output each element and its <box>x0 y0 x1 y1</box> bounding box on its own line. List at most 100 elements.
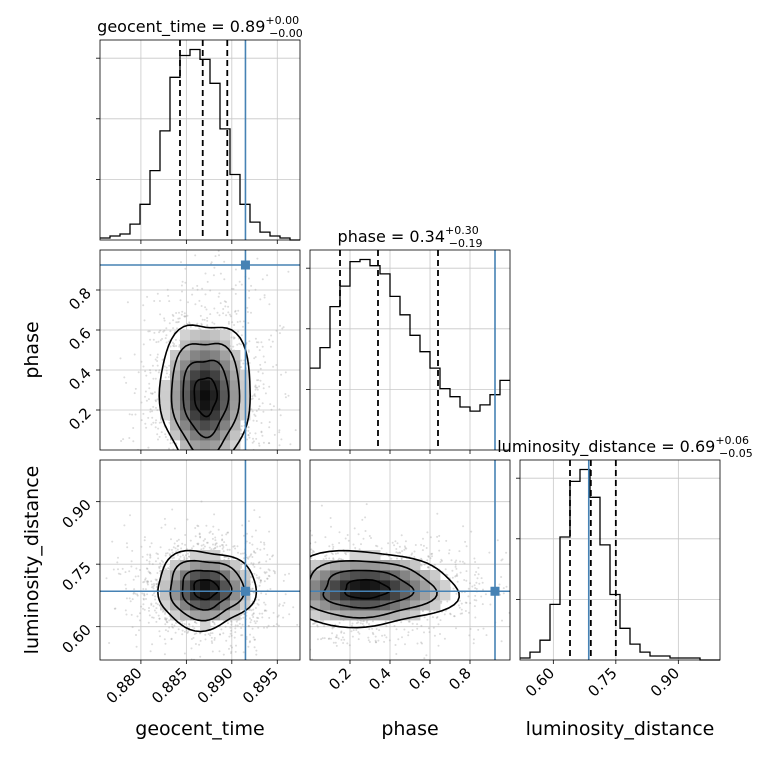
sample-point <box>307 588 309 590</box>
sample-point <box>376 545 379 548</box>
sample-point <box>258 442 260 445</box>
sample-point <box>331 543 334 546</box>
sample-point <box>170 548 173 551</box>
sample-point <box>254 415 257 417</box>
sample-point <box>260 430 263 433</box>
sample-point <box>225 314 228 317</box>
sample-point <box>263 296 266 299</box>
density-cell <box>180 360 191 371</box>
sample-point <box>187 301 189 304</box>
sample-point <box>193 451 195 453</box>
sample-point <box>170 638 173 641</box>
sample-point <box>210 640 213 643</box>
sample-point <box>246 311 249 313</box>
density-cell <box>170 370 181 381</box>
sample-point <box>346 534 349 536</box>
sample-point <box>228 548 231 551</box>
sample-point <box>429 557 432 560</box>
sample-point <box>278 603 281 606</box>
sample-point <box>256 346 259 348</box>
sample-point <box>153 300 156 302</box>
sample-point <box>211 632 214 635</box>
sample-point <box>280 438 283 441</box>
density-cell <box>230 380 241 391</box>
sample-point <box>343 638 346 641</box>
sample-point <box>403 548 406 551</box>
sample-point <box>149 553 152 556</box>
density-cell <box>190 600 201 611</box>
sample-point <box>206 453 208 455</box>
sample-point <box>199 639 202 642</box>
sample-point <box>155 611 158 614</box>
joint-panel-phase-vs-luminosity_distance <box>306 459 548 661</box>
sample-point <box>253 457 255 459</box>
sample-point <box>227 322 230 325</box>
sample-point <box>238 342 241 345</box>
sample-point <box>263 601 266 604</box>
sample-point <box>331 627 334 630</box>
sample-point <box>184 543 187 546</box>
sample-point <box>446 600 449 603</box>
sample-point <box>136 615 139 618</box>
density-cell <box>220 420 231 431</box>
density-cell <box>310 590 321 601</box>
sample-point <box>425 547 428 549</box>
density-cell <box>170 590 181 601</box>
sample-point <box>146 454 148 456</box>
sample-point <box>316 625 319 628</box>
sample-point <box>131 598 134 601</box>
sample-point <box>325 554 328 557</box>
sample-point <box>246 438 249 441</box>
sample-point <box>119 573 122 576</box>
sample-point <box>254 622 257 625</box>
sample-point <box>263 547 266 550</box>
sample-point <box>364 516 367 519</box>
sample-point <box>159 546 162 549</box>
sample-point <box>234 453 236 455</box>
sample-point <box>217 528 220 531</box>
sample-point <box>287 394 290 397</box>
sample-point <box>268 569 271 572</box>
sample-point <box>257 577 260 580</box>
sample-point <box>233 545 236 547</box>
density-cell <box>210 600 221 611</box>
sample-point <box>159 562 162 565</box>
sample-point <box>253 551 256 554</box>
sample-point <box>166 288 169 291</box>
sample-point <box>181 280 184 283</box>
sample-point <box>261 402 264 405</box>
sample-point <box>370 537 372 539</box>
sample-point <box>546 596 548 598</box>
sample-point <box>168 548 171 551</box>
sample-point <box>272 569 275 572</box>
density-cell <box>230 350 241 361</box>
sample-point <box>473 599 476 601</box>
sample-point <box>423 563 426 566</box>
sample-point <box>183 630 186 633</box>
sample-point <box>172 344 175 347</box>
sample-point <box>248 542 251 544</box>
sample-point <box>230 652 232 655</box>
sample-point <box>147 398 150 401</box>
sample-point <box>279 324 281 327</box>
sample-point <box>255 649 258 652</box>
sample-point <box>143 580 146 583</box>
sample-point <box>199 655 202 658</box>
sample-point <box>142 598 145 601</box>
sample-point <box>145 399 148 402</box>
density-cell <box>200 410 211 421</box>
sample-point <box>219 545 222 548</box>
sample-point <box>248 617 251 620</box>
sample-point <box>353 527 356 530</box>
sample-point <box>357 631 360 634</box>
sample-point <box>306 584 308 586</box>
sample-point <box>395 653 398 655</box>
sample-point <box>251 587 254 590</box>
sample-point <box>204 306 207 309</box>
sample-point <box>269 345 272 348</box>
sample-point <box>429 610 432 612</box>
sample-point <box>155 369 157 372</box>
sample-point <box>267 568 270 571</box>
sample-point <box>227 557 230 559</box>
sample-point <box>341 636 344 639</box>
